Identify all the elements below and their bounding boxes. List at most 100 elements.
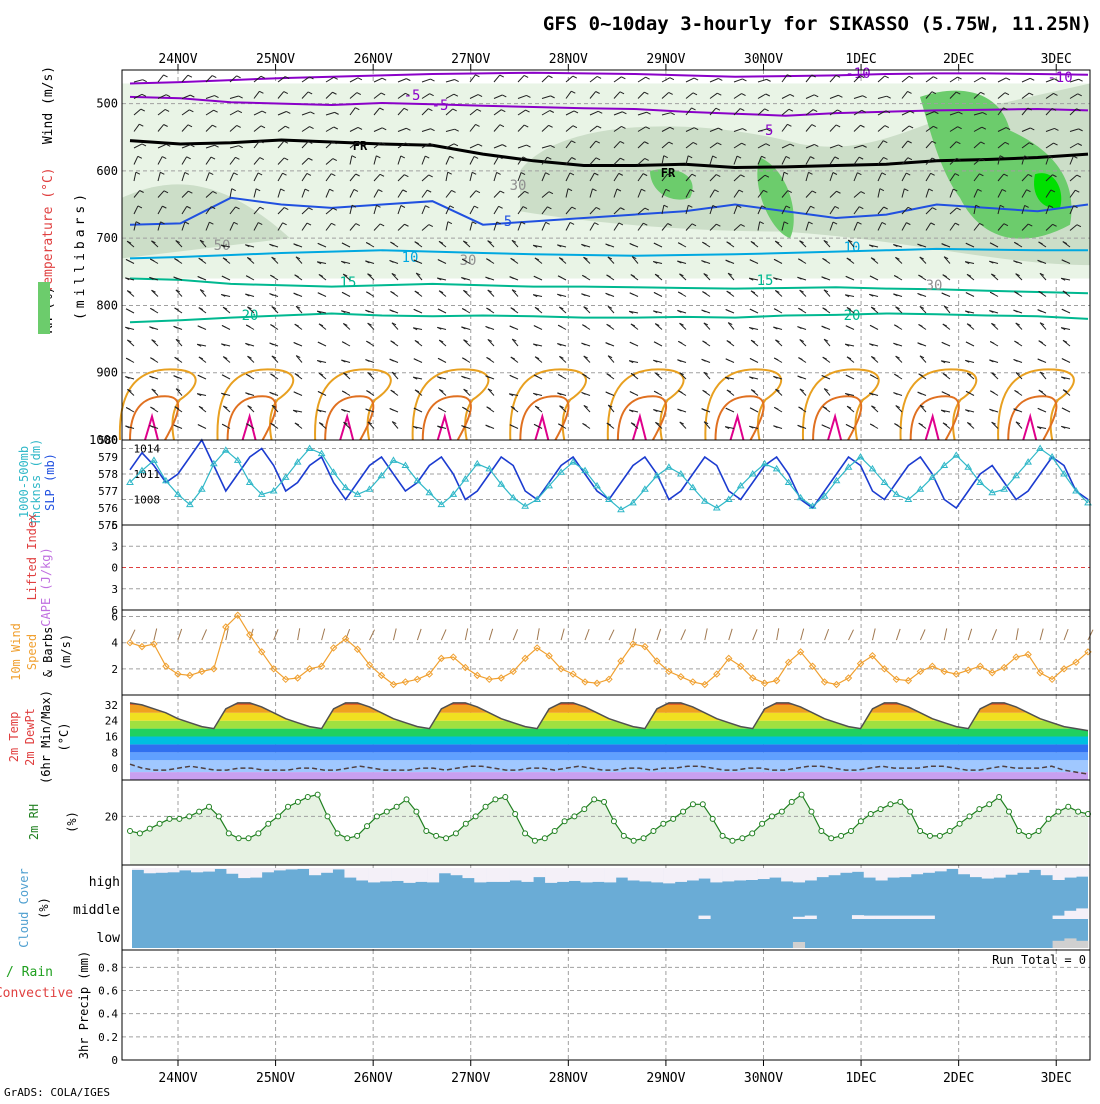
- wind-barb-flag: [678, 390, 683, 394]
- contour-label: 30: [460, 253, 477, 269]
- wind-barb: [877, 125, 886, 132]
- wind-barb-flag: [990, 390, 995, 394]
- wind-barb: [709, 189, 716, 198]
- wind-barb-flag: [403, 107, 409, 111]
- thickness-point: [880, 478, 889, 485]
- wind-barb: [829, 156, 836, 165]
- wind-barb-flag: [549, 110, 555, 113]
- wind-barb-flag: [533, 423, 539, 427]
- wind-barb-flag: [449, 155, 454, 159]
- wind-barb: [541, 145, 551, 149]
- rh2m-point: [620, 832, 627, 839]
- wind-barb-flag: [198, 257, 203, 261]
- rh2m-point: [186, 813, 193, 820]
- wind-barb-flag: [1037, 309, 1042, 313]
- wind-barb: [181, 190, 189, 198]
- wind-barb: [829, 124, 837, 132]
- wind-barb: [685, 173, 693, 182]
- wind-barb-flag: [904, 188, 909, 192]
- wind-barb: [589, 91, 597, 99]
- wind-barb: [511, 239, 519, 248]
- wind-barb-flag: [822, 356, 827, 360]
- wind-barb-flag: [125, 326, 130, 330]
- rh2m-point: [1035, 828, 1042, 834]
- x-tick-label-bottom: 2DEC: [943, 1071, 974, 1086]
- wind-barb-flag: [740, 224, 745, 227]
- wind-barb-flag: [486, 406, 491, 410]
- cloud-high-gap: [250, 868, 263, 878]
- wind-speed-point: [1060, 665, 1068, 673]
- x-tick-label-bottom: 25NOV: [256, 1071, 295, 1086]
- wind-barb: [229, 222, 235, 231]
- wind-barb-flag: [869, 423, 875, 427]
- wind-barb-flag: [477, 94, 483, 98]
- wind-barb: [589, 125, 598, 132]
- wind-speed-point: [317, 662, 326, 670]
- wind-barb-flag: [764, 108, 769, 112]
- wind-barb: [349, 107, 356, 116]
- wind-barb-flag: [247, 257, 252, 260]
- wind-barb-flag: [717, 92, 722, 96]
- wind-barb-flag: [463, 289, 468, 293]
- thickness-tick-label: 575: [98, 519, 118, 532]
- wind-barb: [397, 174, 405, 182]
- wind10m-barb: [225, 628, 229, 641]
- cloud-high-gap: [757, 868, 770, 880]
- isotherm-30-loop: [616, 395, 668, 441]
- cloud-high-gap: [1017, 868, 1030, 873]
- wind-barb: [925, 140, 933, 149]
- wind-barb-flag: [846, 356, 852, 360]
- wind-barb-flag: [766, 128, 771, 132]
- wind-barb-flag: [222, 306, 228, 310]
- wind-barb-flag: [703, 421, 709, 425]
- wind-barb: [205, 206, 212, 215]
- wind-barb-flag: [151, 339, 156, 343]
- wind-barb-flag: [389, 259, 394, 263]
- wind-barb-flag: [235, 156, 240, 160]
- thickness-point: [257, 490, 266, 497]
- wind-barb-flag: [895, 355, 900, 359]
- wind-barb-flag: [280, 188, 285, 192]
- cloud-level-label: high: [89, 875, 120, 890]
- wind-barb-flag: [125, 425, 130, 429]
- wind-barb-flag: [449, 205, 455, 209]
- rh2m-point: [561, 818, 568, 825]
- wind10m-barb: [297, 628, 301, 641]
- wind-barb: [541, 75, 549, 83]
- isotherm-line: [129, 247, 1088, 260]
- wind-barb-flag: [453, 143, 459, 147]
- wind-barb: [733, 224, 742, 231]
- wind-barb: [421, 108, 429, 116]
- upper-wind-barbs: [125, 74, 1083, 430]
- wind-barb-flag: [727, 272, 733, 276]
- wind-barb-flag: [258, 222, 263, 226]
- thickness-point: [784, 478, 793, 485]
- wind-barb-flag: [447, 221, 453, 225]
- cloud-high-gap: [167, 868, 180, 873]
- wind-speed-point: [425, 670, 434, 678]
- panel-frame-wind10m: [121, 609, 1091, 696]
- precip-tick-label: 0: [111, 1054, 118, 1067]
- wind-barb: [253, 91, 260, 99]
- wind-barb-flag: [186, 205, 191, 209]
- wind-barb: [175, 388, 183, 396]
- x-tick-label-bottom: 29NOV: [646, 1071, 685, 1086]
- wind-barb-flag: [509, 374, 515, 378]
- wind-barb-flag: [859, 206, 864, 210]
- ylabel-slp: SLP (mb): [43, 453, 57, 511]
- wind-barb: [973, 91, 981, 99]
- wind-barb-flag: [701, 358, 706, 362]
- wind-barb: [1021, 189, 1027, 198]
- wind-barb-flag: [426, 189, 432, 193]
- contour-label: 15: [757, 273, 774, 289]
- wind-barb-flag: [822, 406, 828, 410]
- wind-barb: [973, 126, 983, 132]
- wind-barb: [253, 206, 261, 215]
- wind-barb-flag: [857, 221, 862, 225]
- wind-barb-flag: [895, 256, 900, 260]
- temp-color-band: [130, 752, 1088, 761]
- wind-barb-flag: [1028, 92, 1034, 96]
- wind-barb: [901, 110, 911, 116]
- wind-barb: [469, 108, 478, 116]
- thickness-point: [605, 495, 613, 502]
